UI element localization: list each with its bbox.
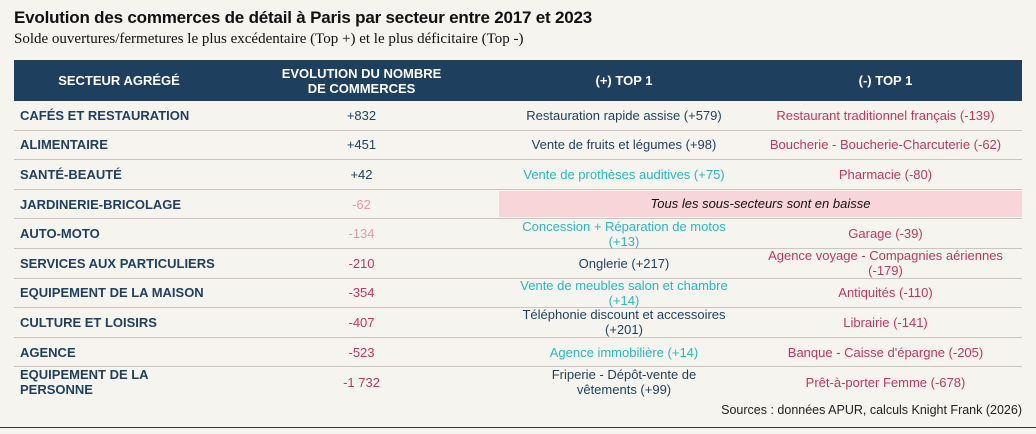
- sector-name: CAFÉS ET RESTAURATION: [20, 107, 190, 123]
- top-plus-line1: Concession + Réparation de motos: [522, 218, 726, 234]
- top-plus-line2: (+13): [608, 233, 640, 249]
- sector-table: SECTEUR AGRÉGÉ EVOLUTION DU NOMBRE DE CO…: [14, 60, 1022, 397]
- table-row: SERVICES AUX PARTICULIERS -210 Onglerie …: [14, 248, 1022, 279]
- top-plus-line1: Vente de meubles salon et chambre: [520, 277, 728, 293]
- header-evolution-line1: EVOLUTION DU NOMBRE: [281, 65, 442, 81]
- sector-name: EQUIPEMENT DE LA MAISON: [20, 285, 204, 301]
- evolution-value: -210: [348, 255, 375, 271]
- header-evolution-line2: DE COMMERCES: [307, 80, 416, 96]
- table-row: CAFÉS ET RESTAURATION +832 Restauration …: [14, 101, 1022, 131]
- top-plus-line2: vêtements (+99): [576, 382, 672, 398]
- top-minus-cell: Pharmacie (-80): [838, 166, 933, 182]
- top-plus-cell: Vente de fruits et légumes (+98): [531, 137, 717, 153]
- merged-note: Tous les sous-secteurs sont en baisse: [499, 191, 1022, 218]
- sector-name: AGENCE: [20, 344, 76, 360]
- table-row: CULTURE ET LOISIRS -407 Téléphonie disco…: [14, 307, 1022, 338]
- chart-title: Evolution des commerces de détail à Pari…: [14, 8, 593, 27]
- evolution-value: +832: [346, 107, 377, 123]
- top-plus-cell: Agence immobilière (+14): [549, 344, 699, 360]
- source-note: Sources : données APUR, calculs Knight F…: [721, 403, 1022, 417]
- table-row: JARDINERIE-BRICOLAGE -62 Tous les sous-s…: [14, 190, 1022, 220]
- chart-subtitle: Solde ouvertures/fermetures le plus excé…: [14, 31, 524, 47]
- top-plus-line2: (+14): [608, 292, 640, 308]
- header-top-plus: (+) TOP 1: [595, 73, 653, 88]
- top-minus-cell: Librairie (-141): [843, 314, 928, 330]
- top-minus-cell: Banque - Caisse d'épargne (-205): [787, 344, 984, 360]
- top-plus-line1: Téléphonie discount et accessoires: [522, 307, 726, 323]
- sector-name: ALIMENTAIRE: [20, 137, 108, 153]
- top-minus-cell: Boucherie - Boucherie-Charcuterie (-62): [769, 137, 1002, 153]
- top-minus-cell: Agence voyage - Compagnies aériennes (-1…: [768, 248, 1003, 279]
- table-row: ALIMENTAIRE +451 Vente de fruits et légu…: [14, 131, 1022, 161]
- header-evolution: EVOLUTION DU NOMBRE DE COMMERCES: [224, 66, 499, 96]
- top-plus-line2: (+201): [605, 322, 643, 338]
- evolution-value: -523: [348, 344, 375, 360]
- evolution-value: +42: [350, 166, 373, 182]
- sector-name: AUTO-MOTO: [20, 226, 100, 242]
- top-minus-cell: Restaurant traditionnel français (-139): [776, 107, 995, 123]
- top-plus-cell: Friperie - Dépôt-vente de vêtements (+99…: [499, 367, 749, 397]
- sector-name: SANTÉ-BEAUTÉ: [20, 166, 122, 182]
- top-plus-cell: Téléphonie discount et accessoires (+201…: [499, 307, 749, 337]
- table-row: EQUIPEMENT DE LA MAISON -354 Vente de me…: [14, 278, 1022, 309]
- evolution-value: -134: [348, 226, 375, 242]
- top-minus-cell: Garage (-39): [848, 226, 923, 242]
- top-plus-cell: Restauration rapide assise (+579): [526, 107, 722, 123]
- table-row: EQUIPEMENT DE LA PERSONNE -1 732 Friperi…: [14, 367, 1022, 397]
- top-plus-line1: Friperie - Dépôt-vente de: [551, 367, 697, 383]
- sector-name: JARDINERIE-BRICOLAGE: [20, 196, 182, 212]
- evolution-value: -354: [348, 285, 375, 301]
- header-top-minus: (-) TOP 1: [858, 73, 913, 88]
- sector-name: CULTURE ET LOISIRS: [20, 314, 157, 330]
- top-minus-cell: Prêt-à-porter Femme (-678): [805, 374, 966, 390]
- top-plus-cell: Vente de meubles salon et chambre (+14): [499, 278, 749, 308]
- sector-name: SERVICES AUX PARTICULIERS: [20, 255, 215, 271]
- bottom-divider: [0, 427, 1036, 428]
- sector-name: EQUIPEMENT DE LA PERSONNE: [20, 367, 149, 398]
- table-row: SANTÉ-BEAUTÉ +42 Vente de prothèses audi…: [14, 160, 1022, 190]
- top-minus-cell: Antiquités (-110): [838, 285, 933, 301]
- table-row: AUTO-MOTO -134 Concession + Réparation d…: [14, 219, 1022, 249]
- table-header: SECTEUR AGRÉGÉ EVOLUTION DU NOMBRE DE CO…: [14, 60, 1022, 101]
- evolution-value: -62: [352, 196, 371, 212]
- top-plus-cell: Onglerie (+217): [578, 255, 670, 271]
- top-plus-cell: Vente de prothèses auditives (+75): [523, 166, 725, 182]
- header-secteur: SECTEUR AGRÉGÉ: [58, 73, 180, 88]
- evolution-value: -407: [348, 314, 375, 330]
- table-row: AGENCE -523 Agence immobilière (+14) Ban…: [14, 338, 1022, 368]
- evolution-value: +451: [346, 137, 377, 153]
- evolution-value: -1 732: [343, 374, 380, 390]
- top-plus-cell: Concession + Réparation de motos (+13): [499, 219, 749, 249]
